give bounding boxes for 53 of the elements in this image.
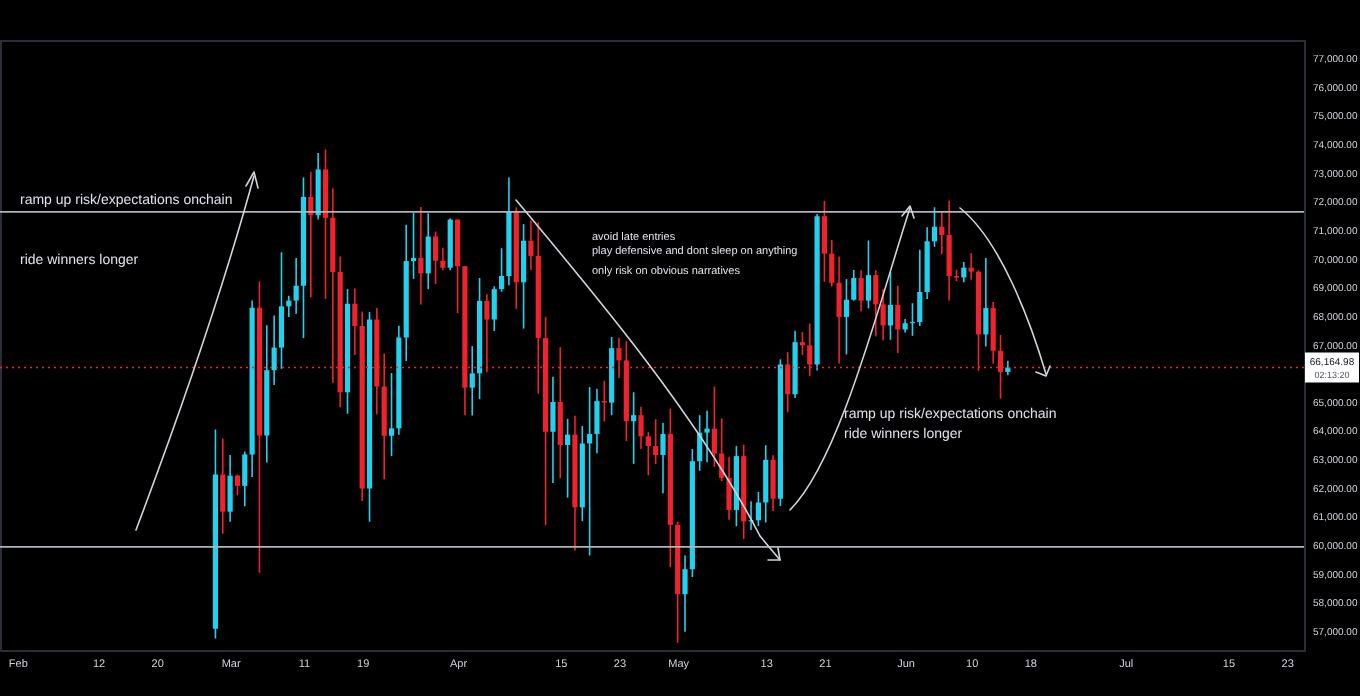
candlestick: [682, 554, 688, 633]
candlestick: [388, 372, 395, 457]
candlestick: [880, 288, 886, 341]
candlestick: [843, 278, 850, 356]
candlestick: [660, 422, 666, 495]
candlestick: [873, 269, 879, 338]
candlestick: [638, 406, 644, 450]
candlestick: [432, 230, 439, 285]
candlestick: [763, 444, 769, 524]
candlestick: [631, 391, 637, 465]
candlestick: [653, 418, 659, 465]
candlestick: [711, 385, 717, 468]
candlestick: [315, 152, 321, 221]
candlestick: [425, 212, 431, 290]
candlestick: [931, 206, 938, 248]
candlestick: [939, 210, 945, 256]
candlestick: [601, 380, 607, 423]
candlestick: [227, 454, 233, 523]
candlestick: [946, 199, 952, 302]
candlestick: [293, 257, 299, 315]
candlestick: [887, 271, 894, 341]
candlestick: [968, 252, 974, 281]
candlestick: [521, 223, 527, 330]
candlestick: [234, 473, 241, 497]
candlestick: [498, 247, 505, 293]
candlestick: [440, 246, 446, 272]
candlestick: [895, 284, 901, 354]
candlestick: [645, 430, 651, 477]
candlestick: [917, 248, 923, 327]
candlestick: [352, 287, 358, 356]
candlestick: [271, 314, 277, 386]
candlestick: [454, 218, 461, 315]
candlestick: [799, 331, 806, 356]
candlestick: [418, 206, 424, 306]
candlestick: [550, 375, 556, 484]
candlestick: [491, 285, 497, 332]
candlestick: [983, 257, 989, 348]
candlestick: [755, 491, 761, 527]
candlestick: [587, 386, 593, 557]
candlestick: [594, 388, 600, 455]
candlestick: [565, 418, 571, 499]
candlestick: [851, 269, 857, 302]
candlestick: [770, 454, 776, 512]
candlestick: [410, 212, 417, 280]
candlestick: [858, 269, 864, 313]
candlestick: [220, 437, 226, 535]
candlestick: [865, 239, 872, 310]
candlestick: [704, 410, 710, 463]
candlestick: [469, 345, 475, 417]
candlestick: [242, 450, 248, 508]
candlestick: [821, 200, 828, 283]
candlestick: [278, 251, 285, 370]
candlestick: [990, 301, 996, 365]
